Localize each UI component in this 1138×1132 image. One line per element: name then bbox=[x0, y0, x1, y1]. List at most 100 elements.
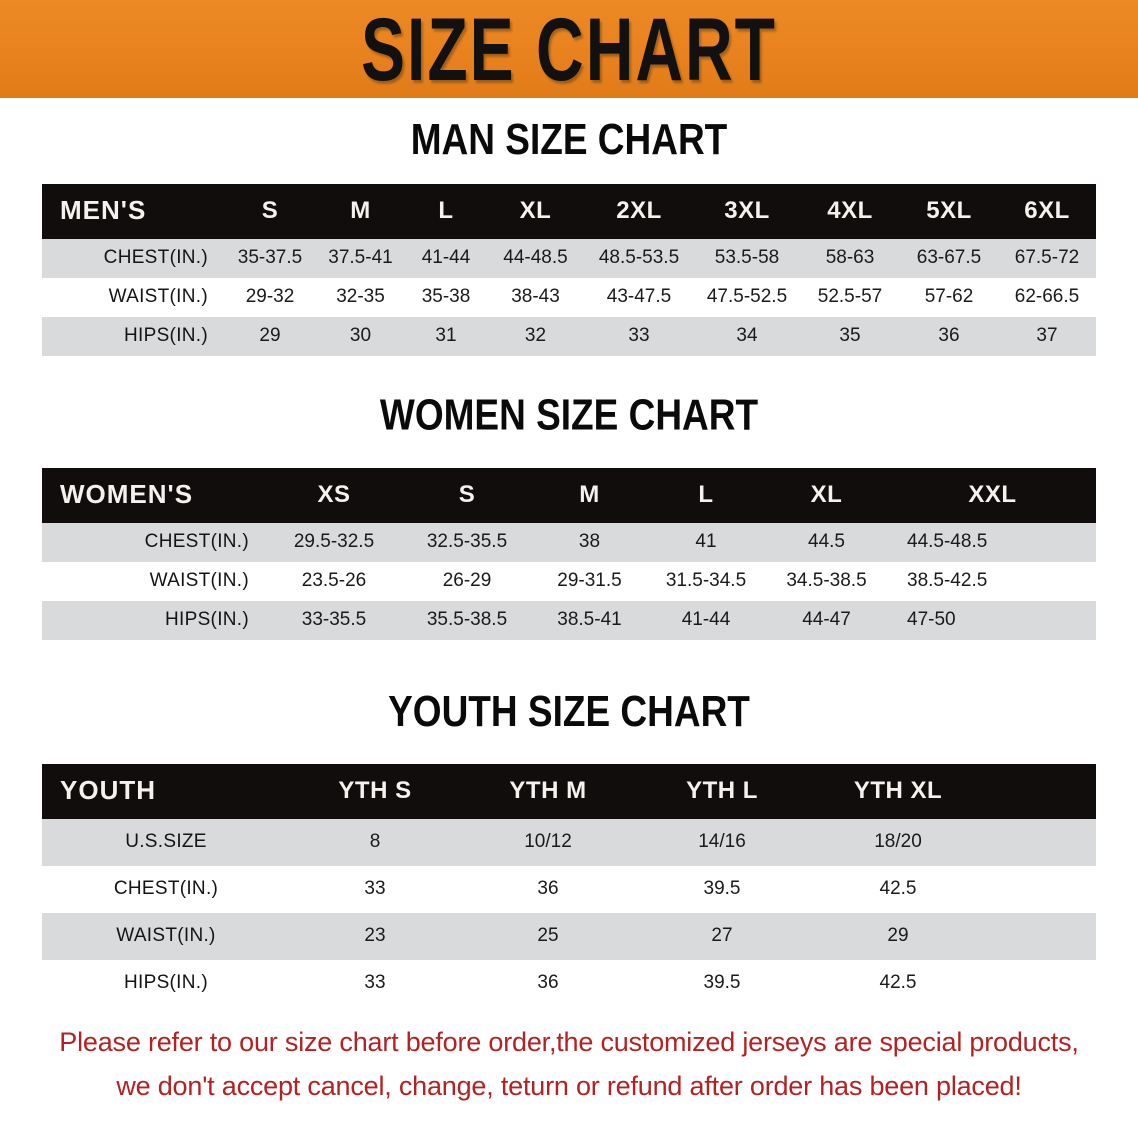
table-cell: 41-44 bbox=[421, 247, 471, 268]
table-cell: 14/16 bbox=[698, 831, 746, 852]
disclaimer-line-2: we don't accept cancel, change, teturn o… bbox=[116, 1070, 1022, 1101]
youth-header-ythxl: YTH XL bbox=[853, 776, 943, 804]
table-cell: 33-35.5 bbox=[301, 609, 367, 630]
table-cell: 23.5-26 bbox=[301, 570, 367, 591]
men-row-label-waist: WAIST(IN.) bbox=[108, 286, 208, 307]
men-row-label-chest: CHEST(IN.) bbox=[103, 247, 208, 268]
table-cell: 23 bbox=[364, 925, 386, 946]
table-cell: 27 bbox=[711, 925, 733, 946]
table-cell: 29-31.5 bbox=[557, 570, 622, 591]
table-cell bbox=[988, 913, 1096, 960]
table-cell: 44.5-48.5 bbox=[907, 531, 988, 552]
men-size-table: MEN'S S M L XL 2XL 3XL 4XL 5XL 6XL CHEST… bbox=[42, 184, 1096, 356]
table-cell: 31.5-34.5 bbox=[665, 570, 747, 591]
table-cell: 33 bbox=[364, 878, 386, 899]
table-cell: 33 bbox=[628, 325, 650, 346]
table-cell: 39.5 bbox=[703, 878, 741, 899]
women-header-xs: XS bbox=[317, 480, 351, 508]
size-chart-sheet: MAN SIZE CHART MEN'S S M L XL 2XL 3XL 4X… bbox=[0, 115, 1138, 1007]
table-cell: 37.5-41 bbox=[328, 247, 393, 268]
table-cell: 44-47 bbox=[802, 609, 851, 630]
men-header-7x: 6XL bbox=[1024, 196, 1070, 224]
women-header-xxl: XXL bbox=[968, 480, 1017, 508]
youth-section-title: YOUTH SIZE CHART bbox=[388, 687, 750, 736]
table-cell: 48.5-53.5 bbox=[598, 247, 680, 268]
table-cell: 62-66.5 bbox=[1014, 286, 1080, 307]
youth-size-table: YOUTH YTH S YTH M YTH L YTH XL U.S.SIZE … bbox=[42, 764, 1096, 1007]
men-header-label: MEN'S bbox=[60, 195, 147, 225]
table-cell: 39.5 bbox=[703, 972, 741, 993]
table-cell: 32.5-35.5 bbox=[426, 531, 508, 552]
youth-header-spacer bbox=[988, 764, 1096, 819]
men-section-title: MAN SIZE CHART bbox=[410, 115, 728, 164]
table-cell: 38.5-42.5 bbox=[907, 570, 988, 591]
table-cell: 29 bbox=[259, 325, 281, 346]
youth-row-label-waist: WAIST(IN.) bbox=[116, 925, 216, 946]
table-cell: 37 bbox=[1036, 325, 1058, 346]
table-row: WAIST(IN.) 23 25 27 29 bbox=[42, 913, 1096, 960]
table-cell: 42.5 bbox=[879, 972, 917, 993]
women-header-l: L bbox=[698, 480, 714, 508]
table-cell: 41 bbox=[695, 531, 717, 552]
women-header-label: WOMEN'S bbox=[60, 479, 194, 509]
women-section-title: WOMEN SIZE CHART bbox=[379, 390, 759, 439]
table-row: WAIST(IN.) 29-32 32-35 35-38 38-43 43-47… bbox=[42, 278, 1096, 317]
table-cell: 29 bbox=[887, 925, 909, 946]
table-cell bbox=[988, 819, 1096, 866]
table-cell: 36 bbox=[537, 878, 559, 899]
table-cell: 44.5 bbox=[808, 531, 845, 552]
youth-row-label-hips: HIPS(IN.) bbox=[124, 972, 208, 993]
table-cell bbox=[988, 866, 1096, 913]
men-header-s: S bbox=[261, 196, 279, 224]
table-cell: 35-37.5 bbox=[237, 247, 303, 268]
table-cell: 18/20 bbox=[874, 831, 922, 852]
youth-row-label-chest: CHEST(IN.) bbox=[113, 878, 219, 899]
men-header-3x: 2XL bbox=[616, 196, 662, 224]
men-header-4x: 3XL bbox=[724, 196, 770, 224]
women-row-label-chest: CHEST(IN.) bbox=[144, 531, 249, 552]
table-cell: 47.5-52.5 bbox=[706, 286, 788, 307]
table-row: WAIST(IN.) 23.5-26 26-29 29-31.5 31.5-34… bbox=[42, 562, 1096, 601]
table-row: CHEST(IN.) 35-37.5 37.5-41 41-44 44-48.5… bbox=[42, 239, 1096, 278]
men-header-5x: 4XL bbox=[827, 196, 873, 224]
men-header-6x: 5XL bbox=[926, 196, 972, 224]
women-table-header-row: WOMEN'S XS S M L XL XXL bbox=[42, 468, 1096, 523]
youth-header-label: YOUTH bbox=[60, 775, 156, 805]
women-row-label-waist: WAIST(IN.) bbox=[149, 570, 249, 591]
table-cell: 36 bbox=[938, 325, 960, 346]
page-title: SIZE CHART bbox=[361, 0, 777, 99]
women-row-label-hips: HIPS(IN.) bbox=[165, 609, 249, 630]
women-header-m: M bbox=[579, 480, 600, 508]
table-cell: 43-47.5 bbox=[606, 286, 672, 307]
table-cell: 44-48.5 bbox=[503, 247, 568, 268]
youth-table-header-row: YOUTH YTH S YTH M YTH L YTH XL bbox=[42, 764, 1096, 819]
youth-header-ythm: YTH M bbox=[509, 776, 587, 804]
men-header-2x: XL bbox=[519, 196, 552, 224]
table-cell: 8 bbox=[369, 831, 381, 852]
women-header-s: S bbox=[458, 480, 476, 508]
table-cell: 42.5 bbox=[879, 878, 917, 899]
table-cell: 58-63 bbox=[825, 247, 875, 268]
table-cell: 30 bbox=[349, 325, 372, 346]
men-table-header-row: MEN'S S M L XL 2XL 3XL 4XL 5XL 6XL bbox=[42, 184, 1096, 239]
table-cell: 52.5-57 bbox=[817, 286, 883, 307]
table-cell: 63-67.5 bbox=[916, 247, 982, 268]
table-cell: 47-50 bbox=[907, 609, 956, 630]
table-cell: 35 bbox=[839, 325, 861, 346]
table-cell: 34.5-38.5 bbox=[786, 570, 867, 591]
table-cell bbox=[988, 960, 1096, 1007]
table-cell: 26-29 bbox=[442, 570, 492, 591]
table-cell: 31 bbox=[435, 325, 457, 346]
table-cell: 29-32 bbox=[245, 286, 295, 307]
men-header-m: M bbox=[350, 196, 371, 224]
table-row: CHEST(IN.) 33 36 39.5 42.5 bbox=[42, 866, 1096, 913]
youth-header-ythl: YTH L bbox=[686, 776, 758, 804]
women-header-xl: XL bbox=[810, 480, 843, 508]
table-cell: 67.5-72 bbox=[1014, 247, 1080, 268]
table-cell: 25 bbox=[537, 925, 559, 946]
table-cell: 10/12 bbox=[524, 831, 572, 852]
women-size-table: WOMEN'S XS S M L XL XXL CHEST(IN.) 29.5-… bbox=[42, 468, 1096, 640]
youth-header-yths: YTH S bbox=[338, 776, 412, 804]
table-cell: 38-43 bbox=[511, 286, 560, 307]
table-cell: 32-35 bbox=[336, 286, 385, 307]
